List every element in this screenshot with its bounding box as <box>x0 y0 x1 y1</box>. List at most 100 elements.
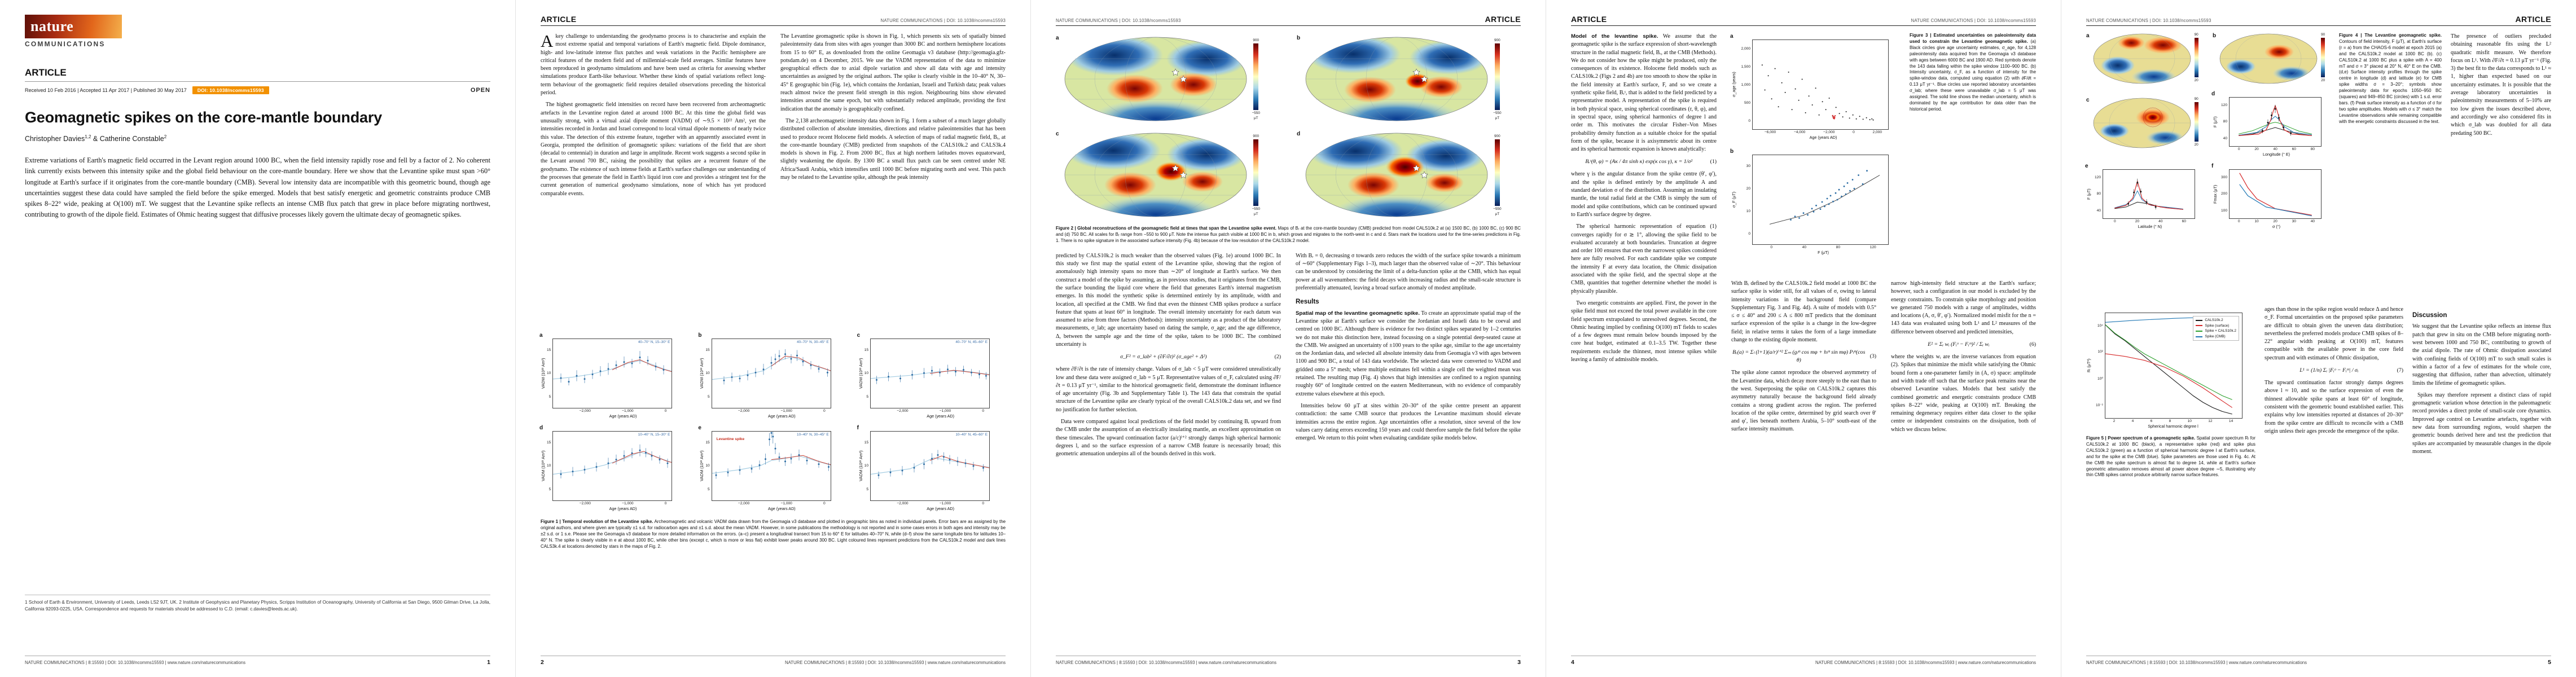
figure2-caption: Figure 2 | Global reconstructions of the… <box>1056 226 1521 244</box>
x-ticks: −6,000 −4,000 −2,000 0 2,000 <box>1764 130 1882 134</box>
subsection-runin: Model of the levantine spike. <box>1571 33 1658 39</box>
footer-journal-line: NATURE COMMUNICATIONS | 8:15593 | DOI: 1… <box>25 660 246 665</box>
figure3-caption-text: (a) Black circles give age uncertainty e… <box>1910 38 2036 112</box>
x-axis-label: Latitude (° N) <box>2138 224 2162 229</box>
x-ticks: −2,000 −1,000 0 <box>897 502 985 505</box>
bin-label: 40–70° N, 30–45° E <box>797 340 829 344</box>
panel-letter: d <box>2211 91 2215 97</box>
legend-chip <box>2196 319 2203 321</box>
colorbar: 90 20 <box>2321 33 2325 82</box>
y-ticks: 30 20 10 0 <box>1746 164 1750 236</box>
x-axis-label: Age (years AD) <box>927 414 955 419</box>
paragraph: The spike alone cannot reproduce the obs… <box>1731 370 1876 433</box>
intensity-map-spike <box>2093 98 2191 148</box>
line-plot <box>2114 178 2183 210</box>
y-ticks: 120 80 40 <box>2220 103 2227 140</box>
figure-5: Rₗ (μT²) 10⁴ 10² 10⁰ 10⁻² CALS10k.2 Spike (s… <box>2086 306 2255 622</box>
running-head-article: ARTICLE <box>1485 15 1521 24</box>
figure2-caption-lead: Figure 2 | Global reconstructions of the… <box>1056 226 1277 231</box>
line-plot <box>2239 104 2312 136</box>
bin-label: 40–70° N, 45–60° E <box>955 340 988 344</box>
running-head-article: ARTICLE <box>541 15 577 24</box>
figure1-panel-d: d VADM (10²² Am²) 15 10 5 10–40° N, 15–30° E −… <box>539 425 688 511</box>
figure4-panel-d: d F (μT) 120 80 40 0 20 40 60 80 Longitude (° E) <box>2211 91 2330 157</box>
figure5-plot: Rₗ (μT²) 10⁴ 10² 10⁰ 10⁻² CALS10k.2 Spike (s… <box>2086 313 2255 429</box>
nature-banner: nature <box>25 15 122 38</box>
figure1-panel-f: f VADM (10²² Am²) 15 10 5 10–40° N, 45–60° E −… <box>857 425 1006 511</box>
author-1-affil-sup: 1,2 <box>85 134 91 139</box>
page-5: NATURE COMMUNICATIONS | DOI: 10.1038/nco… <box>2061 0 2576 677</box>
footer-journal-line: NATURE COMMUNICATIONS | 8:15593 | DOI: 1… <box>1815 660 2036 665</box>
figure1-caption: Figure 1 | Temporal evolution of the Lev… <box>541 519 1006 550</box>
author-2: Catherine Constable <box>99 135 164 143</box>
brand-nature: nature <box>30 18 74 34</box>
figure4-panel-b: b 90 20 <box>2213 33 2330 85</box>
footer-journal-line: NATURE COMMUNICATIONS | 8:15593 | DOI: 1… <box>784 660 1006 665</box>
text-column-1: predicted by CALS10k.2 is much weaker th… <box>1056 252 1281 579</box>
y-axis-label: σ_age (years) <box>1731 72 1736 98</box>
y-ticks: 15 10 5 <box>864 441 868 491</box>
figure-4-row: a 90 20 b <box>2085 33 2551 297</box>
panel-letter: b <box>1730 148 1734 155</box>
article-label: ARTICLE <box>25 67 490 82</box>
x-ticks: −2,000 −1,000 0 <box>579 502 667 505</box>
world-map <box>1064 133 1247 217</box>
page-footer: 4 NATURE COMMUNICATIONS | 8:15593 | DOI:… <box>1571 656 2036 666</box>
x-axis-label: Spherical harmonic degree l <box>2148 424 2198 429</box>
page-number: 3 <box>1517 659 1521 666</box>
y-ticks: 2,000 1,500 1,000 500 0 <box>1741 46 1750 123</box>
panel-letter: e <box>698 425 701 431</box>
body-layout: Model of the levantine spike. We assume … <box>1571 33 2036 619</box>
page-number: 2 <box>541 659 544 666</box>
lower-columns: With Bᵣ defined by the CALS10k.2 field m… <box>1731 280 2036 619</box>
line-plot <box>2239 173 2312 217</box>
running-head-article: ARTICLE <box>1571 15 1607 24</box>
paragraph: ages than those in the spike region woul… <box>2265 306 2403 361</box>
running-head: NATURE COMMUNICATIONS | DOI: 10.1038/nco… <box>2086 15 2551 26</box>
bin-label: 10–40° N, 30–45° E <box>797 433 829 437</box>
text-column-2: With Bᵣ = 0, decreasing σ towards zero r… <box>1296 252 1521 579</box>
y-ticks: 15 10 5 <box>547 348 551 399</box>
scatter-plot <box>871 450 989 479</box>
panel-letter: e <box>2085 163 2088 169</box>
equation-1: Bᵣˢ(θ, φ) = (Aκ / 4π sinh κ) exp(κ cos γ… <box>1585 159 1717 165</box>
author-2-affil-sup: 2 <box>164 134 167 139</box>
figure2-panel-b: b 900 −550 μT <box>1297 35 1521 123</box>
scatter-plot <box>553 351 672 386</box>
figure3-panel-a: a σ_age (years) 2,000 1,500 1,000 500 0 −6,000… <box>1730 33 1901 140</box>
x-axis-label: Age (years AD) <box>1809 135 1837 140</box>
legend-chip <box>2196 331 2203 332</box>
panel-letter: c <box>1056 131 1059 137</box>
legend-label: CALS10k.2 <box>2205 318 2223 322</box>
intensity-map <box>2093 33 2191 84</box>
y-axis-label: VADM (10²² Am²) <box>858 358 863 389</box>
figure2-panel-a: a 900 −550 μT <box>1056 35 1280 123</box>
figure-3: a σ_age (years) 2,000 1,500 1,000 500 0 −6,000… <box>1730 33 1901 270</box>
panel-letter: d <box>539 425 543 431</box>
paragraph: Intensities below 60 μT at sites within … <box>1296 402 1521 442</box>
doi-badge[interactable]: DOI: 10.1038/ncomms15593 <box>192 86 269 94</box>
lower-row: Rₗ (μT²) 10⁴ 10² 10⁰ 10⁻² CALS10k.2 Spike (s… <box>2086 306 2551 622</box>
open-access-label: OPEN <box>470 87 490 94</box>
x-ticks: −2,000 −1,000 0 <box>579 409 667 413</box>
paragraph: predicted by CALS10k.2 is much weaker th… <box>1056 252 1281 348</box>
equation-6: E² = Σᵢ wᵢ (Fᵢᵒ − Fᵢᵐ)² / Σᵢ wᵢ (6) <box>1928 341 2036 348</box>
y-axis-label: F (μT) <box>2086 188 2091 200</box>
panel-letter: f <box>857 425 859 431</box>
x-axis-label: Age (years AD) <box>927 506 955 511</box>
legend-chip <box>2196 336 2203 337</box>
paragraph: The spherical harmonic representation of… <box>1571 223 1717 294</box>
y-axis-label: VADM (10²² Am²) <box>541 358 546 389</box>
colorbar: 90 20 <box>2194 97 2198 147</box>
page-footer: NATURE COMMUNICATIONS | 8:15593 | DOI: 1… <box>2086 656 2551 666</box>
world-map <box>1305 133 1488 217</box>
figure4-caption-lead: Figure 4 | The Levantine geomagnetic spi… <box>2339 33 2442 38</box>
page-footer: 2 NATURE COMMUNICATIONS | 8:15593 | DOI:… <box>541 656 1006 666</box>
equation-3: Bᵣ(a) = Σₗ (l+1)(a/r)ˡ⁺² Σₘ (gₗᵐ cos mφ … <box>1732 349 1876 364</box>
x-axis-label: Longitude (° E) <box>2262 152 2290 157</box>
y-ticks: 300 200 100 <box>2220 175 2227 213</box>
figure2-panel-c: c 900 −550 μT <box>1056 131 1280 219</box>
right-two-thirds: a σ_age (years) 2,000 1,500 1,000 500 0 −6,000… <box>1730 33 2036 619</box>
authors-line: Christopher Davies1,2 & Catherine Consta… <box>25 134 490 143</box>
